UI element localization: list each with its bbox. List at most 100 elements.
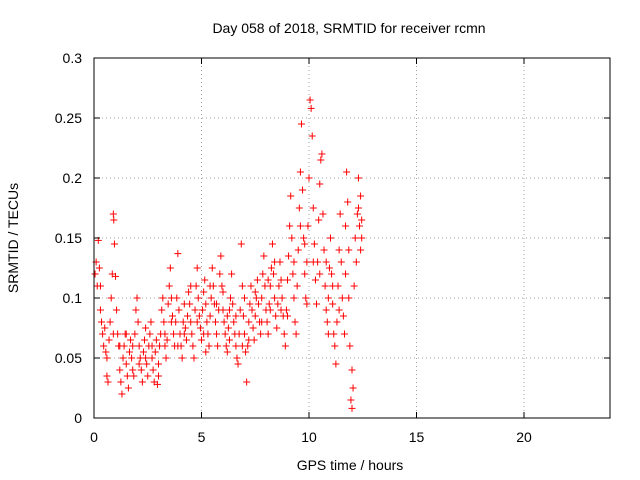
data-point <box>201 276 209 284</box>
data-point <box>227 294 235 302</box>
data-point <box>259 270 267 278</box>
data-point <box>329 282 337 290</box>
data-point <box>299 186 307 194</box>
data-point <box>223 348 231 356</box>
data-point <box>203 318 211 326</box>
data-point <box>200 330 208 338</box>
data-point <box>309 258 317 266</box>
data-point <box>357 192 365 200</box>
data-point <box>166 264 174 272</box>
data-point <box>337 258 345 266</box>
data-point <box>358 234 366 242</box>
data-point <box>296 222 304 230</box>
data-point <box>163 336 171 344</box>
x-tick-label: 0 <box>90 429 98 445</box>
data-point <box>340 330 348 338</box>
data-point <box>356 222 364 230</box>
data-point <box>118 390 126 398</box>
data-point <box>316 270 324 278</box>
data-point <box>152 336 160 344</box>
data-point <box>187 282 195 290</box>
data-point <box>286 222 294 230</box>
data-point <box>302 294 310 302</box>
data-point <box>353 210 361 218</box>
data-point <box>233 354 241 362</box>
data-point <box>181 324 189 332</box>
data-point <box>319 210 327 218</box>
data-point <box>213 300 221 308</box>
data-point <box>284 276 291 284</box>
data-point <box>158 306 166 314</box>
data-point <box>213 330 221 338</box>
data-point <box>354 204 362 212</box>
data-point <box>221 330 229 338</box>
data-point <box>339 312 347 320</box>
data-point <box>289 270 297 278</box>
data-point <box>265 300 273 308</box>
data-point <box>307 104 315 112</box>
data-point <box>109 210 117 218</box>
data-point <box>264 276 272 284</box>
data-point <box>167 318 175 326</box>
data-point <box>185 288 193 296</box>
data-point <box>142 354 150 362</box>
data-point <box>358 216 366 224</box>
x-tick-label: 5 <box>198 429 206 445</box>
data-point <box>257 330 265 338</box>
data-point <box>308 132 316 140</box>
data-point <box>268 240 276 248</box>
data-point <box>91 270 99 278</box>
data-point <box>245 336 253 344</box>
data-point <box>146 330 154 338</box>
data-point <box>338 294 346 302</box>
data-point <box>219 288 227 296</box>
x-tick-label: 20 <box>516 429 532 445</box>
data-point <box>238 282 246 290</box>
data-point <box>135 342 143 350</box>
data-point <box>251 288 259 296</box>
data-point <box>133 294 141 302</box>
data-point <box>161 342 169 350</box>
data-point <box>206 282 214 290</box>
y-tick-labels: 0 0.05 0.1 0.15 0.2 0.25 0.3 <box>55 50 82 426</box>
data-point <box>273 324 281 332</box>
data-point <box>305 174 313 182</box>
data-point <box>328 270 336 278</box>
data-point <box>101 324 109 332</box>
data-point <box>104 378 112 386</box>
data-point <box>232 312 240 320</box>
data-point <box>284 312 291 320</box>
data-point <box>239 312 247 320</box>
data-point <box>199 306 207 314</box>
data-points <box>91 96 366 412</box>
data-point <box>110 240 118 248</box>
data-point <box>313 300 321 308</box>
data-point <box>237 240 245 248</box>
axis-ticks <box>93 57 610 419</box>
data-point <box>161 330 169 338</box>
data-point <box>219 306 227 314</box>
data-point <box>206 312 214 320</box>
data-point <box>144 372 152 380</box>
data-point <box>348 366 356 374</box>
data-point <box>137 366 145 374</box>
data-point <box>246 300 254 308</box>
data-point <box>217 252 225 260</box>
data-point <box>291 318 299 326</box>
data-point <box>207 294 215 302</box>
data-point <box>288 234 296 242</box>
data-point <box>345 246 353 254</box>
y-tick-label: 0.25 <box>55 110 82 126</box>
data-point <box>224 324 232 332</box>
data-point <box>347 396 355 404</box>
data-point <box>290 258 298 266</box>
data-point <box>148 342 156 350</box>
data-point <box>280 330 288 338</box>
data-point <box>275 282 283 290</box>
data-point <box>116 366 124 374</box>
data-point <box>243 378 251 386</box>
data-point <box>241 294 248 302</box>
data-point <box>170 330 178 338</box>
data-point <box>159 294 167 302</box>
data-point <box>266 282 274 290</box>
